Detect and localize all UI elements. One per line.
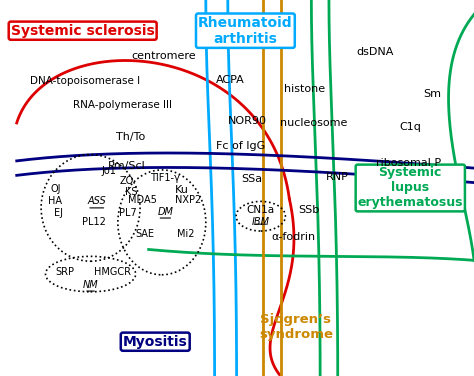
Text: NOR90: NOR90	[228, 116, 267, 126]
Text: KS: KS	[125, 187, 137, 197]
Text: Mi2: Mi2	[177, 229, 195, 239]
Text: nucleosome: nucleosome	[280, 118, 347, 128]
Text: Myositis: Myositis	[123, 335, 188, 349]
Text: HMGCR: HMGCR	[94, 267, 131, 277]
Text: ZO: ZO	[119, 176, 134, 186]
Text: Ku: Ku	[175, 185, 189, 195]
Text: DNA-topoisomerase I: DNA-topoisomerase I	[30, 76, 140, 86]
Text: ribosomal P: ribosomal P	[375, 158, 441, 168]
Text: ASS: ASS	[87, 196, 106, 206]
Text: EJ: EJ	[54, 208, 63, 218]
Text: centromere: centromere	[132, 51, 196, 61]
Text: PL7: PL7	[118, 208, 137, 218]
Text: dsDNA: dsDNA	[356, 47, 394, 58]
Text: Systemic sclerosis: Systemic sclerosis	[11, 24, 155, 38]
Text: NXP2: NXP2	[175, 194, 201, 205]
Text: Fc of IgG: Fc of IgG	[216, 141, 265, 152]
Text: C1q: C1q	[400, 121, 421, 132]
Text: Rheumatoid
arthritis: Rheumatoid arthritis	[198, 15, 293, 46]
Text: SAE: SAE	[136, 229, 155, 239]
Text: CN1a: CN1a	[246, 205, 275, 215]
Text: RNA-polymerase III: RNA-polymerase III	[73, 100, 172, 110]
Text: ACPA: ACPA	[216, 74, 245, 85]
Text: SSb: SSb	[299, 205, 320, 215]
Text: PL12: PL12	[82, 217, 106, 227]
Text: Sm: Sm	[423, 89, 441, 99]
Text: TIF1-γ: TIF1-γ	[150, 173, 180, 183]
Text: Jo1: Jo1	[101, 166, 117, 176]
Text: Pm/Scl: Pm/Scl	[108, 161, 146, 171]
Text: histone: histone	[284, 83, 325, 94]
Text: α-fodrin: α-fodrin	[272, 232, 316, 242]
Text: Sjogren’s
syndrome: Sjogren’s syndrome	[259, 313, 333, 341]
Text: RNP: RNP	[326, 172, 349, 182]
Text: Systemic
lupus
erythematosus: Systemic lupus erythematosus	[357, 167, 463, 209]
Text: SRP: SRP	[55, 267, 74, 277]
Text: NM: NM	[83, 280, 99, 290]
Text: DM: DM	[157, 206, 173, 217]
Text: Th/To: Th/To	[117, 132, 146, 143]
Text: MDA5: MDA5	[128, 194, 156, 205]
Text: IBM: IBM	[252, 217, 270, 227]
Text: OJ: OJ	[50, 184, 61, 194]
Text: SSa: SSa	[241, 174, 263, 184]
Text: HA: HA	[48, 196, 63, 206]
